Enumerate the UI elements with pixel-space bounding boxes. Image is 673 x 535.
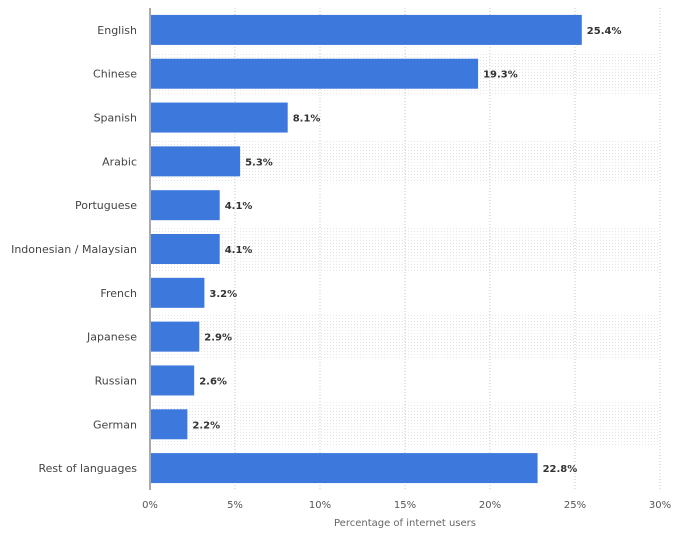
category-label: German: [93, 418, 137, 431]
value-label: 19.3%: [483, 70, 518, 81]
bar: [151, 234, 220, 264]
x-tick-label: 10%: [309, 500, 331, 511]
value-label: 4.1%: [225, 201, 253, 212]
bar: [151, 14, 582, 45]
x-tick-label: 25%: [564, 500, 586, 511]
value-labels: 25.4% 19.3% 8.1% 5.3% 4.1% 4.1% 3.2% 2.9% 2.6% 2.…: [192, 26, 621, 475]
value-label: 2.2%: [192, 420, 220, 431]
category-label: Portuguese: [75, 199, 137, 212]
category-labels: English Chinese Spanish Arabic Portuguese Ind…: [11, 24, 137, 475]
category-label: Spanish: [94, 112, 137, 125]
x-tick-label: 0%: [142, 500, 158, 511]
bar: [151, 102, 288, 133]
row-band: [150, 314, 660, 359]
value-label: 4.1%: [225, 245, 253, 256]
value-label: 3.2%: [209, 289, 237, 300]
bar: [151, 58, 479, 89]
value-label: 2.6%: [199, 376, 227, 387]
row-band: [150, 402, 660, 447]
category-label: Rest of languages: [38, 462, 137, 475]
bar: [151, 409, 188, 440]
category-label: French: [100, 287, 137, 300]
value-label: 22.8%: [543, 464, 578, 475]
x-tick-labels: 0% 5% 10% 15% 20% 25% 30%: [142, 500, 671, 511]
bar: [151, 321, 200, 352]
gridlines: [234, 8, 661, 490]
bar: [151, 190, 220, 221]
bar: [151, 365, 195, 396]
category-label: Arabic: [102, 155, 137, 168]
value-label: 25.4%: [587, 26, 622, 37]
bar: [151, 453, 538, 484]
value-label: 5.3%: [245, 157, 273, 168]
category-label: English: [97, 24, 137, 37]
category-label: Japanese: [86, 331, 137, 344]
category-label: Russian: [95, 374, 137, 387]
x-tick-label: 20%: [479, 500, 501, 511]
x-tick-label: 5%: [227, 500, 243, 511]
bar: [151, 277, 205, 308]
value-label: 2.9%: [204, 333, 232, 344]
category-label: Indonesian / Malaysian: [11, 243, 137, 256]
value-label: 8.1%: [293, 114, 321, 125]
x-axis-title: Percentage of internet users: [334, 518, 476, 529]
bars: [151, 14, 582, 484]
x-tick-label: 15%: [394, 500, 416, 511]
x-tick-label: 30%: [649, 500, 671, 511]
category-label: Chinese: [93, 68, 137, 81]
bar: [151, 146, 241, 177]
